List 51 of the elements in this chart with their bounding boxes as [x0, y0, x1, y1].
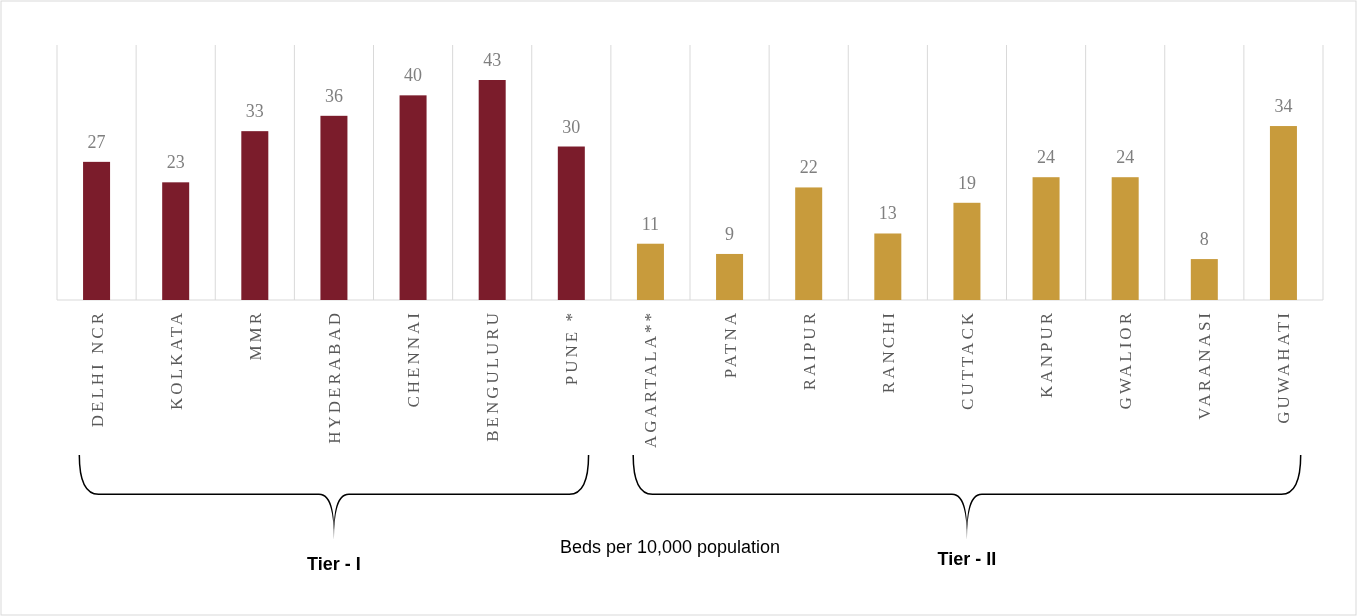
data-label: 34 — [1274, 96, 1293, 117]
x-tick-label: CUTTACK — [957, 310, 977, 410]
data-label: 13 — [878, 203, 897, 224]
data-label: 23 — [166, 152, 185, 173]
data-label: 24 — [1037, 147, 1056, 168]
x-tick-label: VARANASI — [1195, 310, 1215, 420]
data-label: 22 — [799, 157, 818, 178]
x-tick-label: RAIPUR — [799, 310, 819, 391]
bar — [716, 253, 744, 300]
data-label: 11 — [641, 213, 660, 234]
bar — [636, 243, 664, 300]
x-tick-label: MMR — [245, 310, 265, 361]
bar — [162, 182, 190, 300]
x-tick-label: RANCHI — [878, 310, 898, 394]
bar — [83, 161, 111, 300]
data-label: 40 — [404, 65, 423, 86]
x-tick-label: AGARTALA** — [641, 310, 661, 449]
data-label: 19 — [957, 172, 976, 193]
x-tick-label: DELHI NCR — [87, 310, 107, 428]
x-tick-label: PATNA — [720, 310, 740, 379]
data-label: 30 — [562, 116, 581, 137]
x-tick-label: GWALIOR — [1116, 310, 1136, 410]
text: Tier - II — [937, 549, 997, 569]
x-tick-label: HYDERABAD — [324, 310, 344, 444]
x-tick-label: KANPUR — [1037, 310, 1057, 398]
bar — [874, 233, 902, 300]
bar — [557, 146, 585, 300]
data-label: 9 — [725, 223, 735, 244]
x-tick-label: CHENNAI — [404, 310, 424, 408]
x-tick-label: BENGULURU — [483, 310, 503, 442]
bar — [1269, 126, 1297, 300]
bar — [1111, 177, 1139, 300]
x-tick-label: PUNE * — [562, 310, 582, 386]
data-label: 33 — [245, 101, 264, 122]
bar — [241, 131, 269, 300]
x-tick-label: KOLKATA — [166, 310, 186, 410]
bar — [1190, 259, 1218, 300]
data-label: 36 — [324, 85, 343, 106]
bar — [1032, 177, 1060, 300]
bar — [478, 80, 506, 300]
text: Tier - I — [307, 554, 361, 574]
bar — [399, 95, 427, 300]
bar — [953, 202, 981, 300]
bar — [320, 115, 348, 300]
data-label: 27 — [87, 131, 106, 152]
bar — [795, 187, 823, 300]
data-label: 8 — [1199, 229, 1209, 250]
data-label: 24 — [1116, 147, 1135, 168]
x-axis-title: Beds per 10,000 population — [559, 537, 781, 557]
x-tick-label: GUWAHATI — [1274, 310, 1294, 424]
data-label: 43 — [483, 50, 502, 70]
